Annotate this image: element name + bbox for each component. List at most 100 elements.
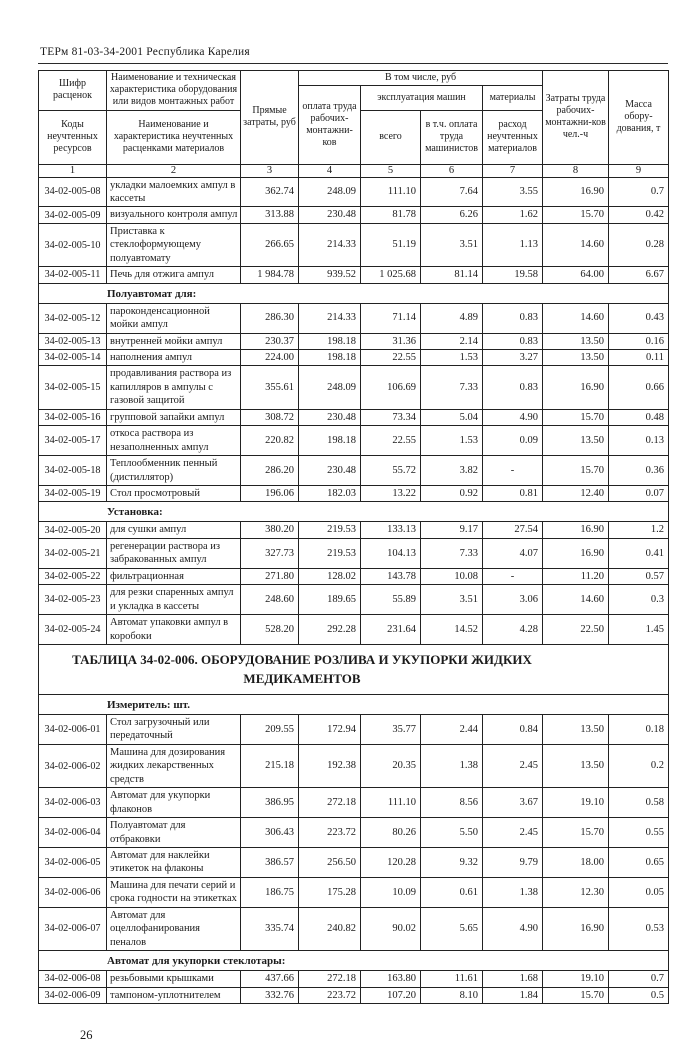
row-value: 5.65 xyxy=(420,906,483,952)
row-value: 0.81 xyxy=(482,484,543,503)
row-value: 16.90 xyxy=(542,906,609,952)
row-value: 308.72 xyxy=(240,408,299,427)
row-value: 0.2 xyxy=(608,743,669,789)
table-row: 34-02-006-09 тампоном-уплотнителем 332.76 2… xyxy=(38,986,669,1005)
section-label: Полуавтомат для: xyxy=(38,282,669,304)
column-number: 3 xyxy=(240,163,299,178)
table-row: 34-02-005-19 Стол просмотровый 196.06 182.0… xyxy=(38,484,669,503)
row-value: 292.28 xyxy=(298,614,361,645)
row-value: 1.62 xyxy=(482,206,543,224)
row-value: 248.60 xyxy=(240,584,299,616)
row-value: 1.45 xyxy=(608,614,669,645)
row-value: 133.13 xyxy=(360,521,421,539)
row-value: 1.38 xyxy=(420,743,483,789)
row-name: Автомат для укупорки флаконов xyxy=(106,787,241,819)
table-row: 34-02-006-06 Машина для печати серий и ср… xyxy=(38,876,669,908)
document-reference: ТЕРм 81-03-34-2001 Республика Карелия xyxy=(40,46,250,58)
section-row: Установка: xyxy=(38,501,669,523)
row-name: Стол просмотровый xyxy=(106,484,241,503)
row-code: 34-02-006-09 xyxy=(38,986,107,1005)
row-code: 34-02-005-14 xyxy=(38,349,107,367)
row-value: 6.26 xyxy=(420,206,483,224)
row-value: 215.18 xyxy=(240,743,299,789)
column-number: 7 xyxy=(482,163,543,178)
row-value: 230.48 xyxy=(298,206,361,224)
row-value: 0.92 xyxy=(420,484,483,503)
row-code: 34-02-005-22 xyxy=(38,567,107,586)
row-value: 1.53 xyxy=(420,349,483,367)
row-value: 306.43 xyxy=(240,817,299,848)
row-name: внутренней мойки ампул xyxy=(106,332,241,351)
row-value: 2.44 xyxy=(420,714,483,745)
row-name: продавливания раствора из капилляров в а… xyxy=(106,365,241,410)
row-value: 13.50 xyxy=(542,332,609,351)
section-label: Автомат для укупорки стеклотары: xyxy=(38,950,669,972)
row-value: 219.53 xyxy=(298,537,361,569)
row-name: укладки малоемких ампул в кассеты xyxy=(106,176,241,208)
row-value: 2.45 xyxy=(482,817,543,848)
row-value: 81.14 xyxy=(420,266,483,284)
row-value: 14.60 xyxy=(542,302,609,334)
row-value: 196.06 xyxy=(240,484,299,503)
row-value: 5.50 xyxy=(420,817,483,848)
row-value: 1.2 xyxy=(608,521,669,539)
row-value: 22.55 xyxy=(360,349,421,367)
row-value: 286.30 xyxy=(240,302,299,334)
row-value: 1.84 xyxy=(482,986,543,1005)
row-value: 189.65 xyxy=(298,584,361,616)
table-row: 34-02-005-08 укладки малоемких ампул в ка… xyxy=(38,176,669,208)
row-value: 182.03 xyxy=(298,484,361,503)
row-value: 13.50 xyxy=(542,714,609,745)
row-code: 34-02-005-09 xyxy=(38,206,107,224)
col-header-materials-consumption: расход неучтенных материалов xyxy=(482,109,543,165)
row-value: 1 025.68 xyxy=(360,266,421,284)
row-value: 0.7 xyxy=(608,970,669,988)
row-value: 1.53 xyxy=(420,425,483,457)
row-value: 104.13 xyxy=(360,537,421,569)
col-header-equipment-mass: Масса обору-дования, т xyxy=(608,70,669,165)
row-value: 0.18 xyxy=(608,714,669,745)
row-value: 3.67 xyxy=(482,787,543,819)
row-value: 3.27 xyxy=(482,349,543,367)
row-name: регенерации раствора из забракованных ам… xyxy=(106,537,241,569)
row-value: 0.84 xyxy=(482,714,543,745)
row-value: 9.17 xyxy=(420,521,483,539)
table-row: 34-02-005-21 регенерации раствора из забр… xyxy=(38,537,669,569)
row-value: 0.58 xyxy=(608,787,669,819)
col-group-machines: эксплуатация машин xyxy=(360,85,483,111)
col-header-name: Наименование и техническая характеристик… xyxy=(106,70,241,111)
row-name: Печь для отжига ампул xyxy=(106,266,241,284)
column-number: 6 xyxy=(420,163,483,178)
row-value: 223.72 xyxy=(298,986,361,1005)
row-name: откоса раствора из незаполненных ампул xyxy=(106,425,241,457)
section-row: Полуавтомат для: xyxy=(38,282,669,304)
table-row: 34-02-005-13 внутренней мойки ампул 230.37… xyxy=(38,332,669,351)
row-value: 0.53 xyxy=(608,906,669,952)
row-value: 16.90 xyxy=(542,537,609,569)
row-value: 12.30 xyxy=(542,876,609,908)
col-header-unaccounted-codes: Коды неучтенных ресурсов xyxy=(38,109,107,165)
row-name: пароконденсационной мойки ампул xyxy=(106,302,241,334)
row-value: 0.83 xyxy=(482,365,543,410)
row-value: 3.82 xyxy=(420,455,483,486)
row-value: 286.20 xyxy=(240,455,299,486)
row-value: 13.50 xyxy=(542,349,609,367)
row-value: 0.07 xyxy=(608,484,669,503)
row-value: 16.90 xyxy=(542,176,609,208)
col-header-labor-pay: оплата труда рабочих-монтажни-ков xyxy=(298,85,361,165)
row-value: 19.10 xyxy=(542,787,609,819)
row-code: 34-02-006-02 xyxy=(38,743,107,789)
row-name: фильтрационная xyxy=(106,567,241,586)
row-value: 55.89 xyxy=(360,584,421,616)
row-name: Приставка к стеклоформующему полуавтомат… xyxy=(106,222,241,268)
row-value: 19.10 xyxy=(542,970,609,988)
row-value: 313.88 xyxy=(240,206,299,224)
row-value: 35.77 xyxy=(360,714,421,745)
row-value: 1.68 xyxy=(482,970,543,988)
section-row: Автомат для укупорки стеклотары: xyxy=(38,950,669,972)
table-body: 34-02-005-08 укладки малоемких ампул в ка… xyxy=(38,176,669,1005)
table-row: 34-02-005-16 групповой запайки ампул 308.7… xyxy=(38,408,669,427)
row-value: 939.52 xyxy=(298,266,361,284)
row-value: 0.3 xyxy=(608,584,669,616)
row-value: 198.18 xyxy=(298,425,361,457)
